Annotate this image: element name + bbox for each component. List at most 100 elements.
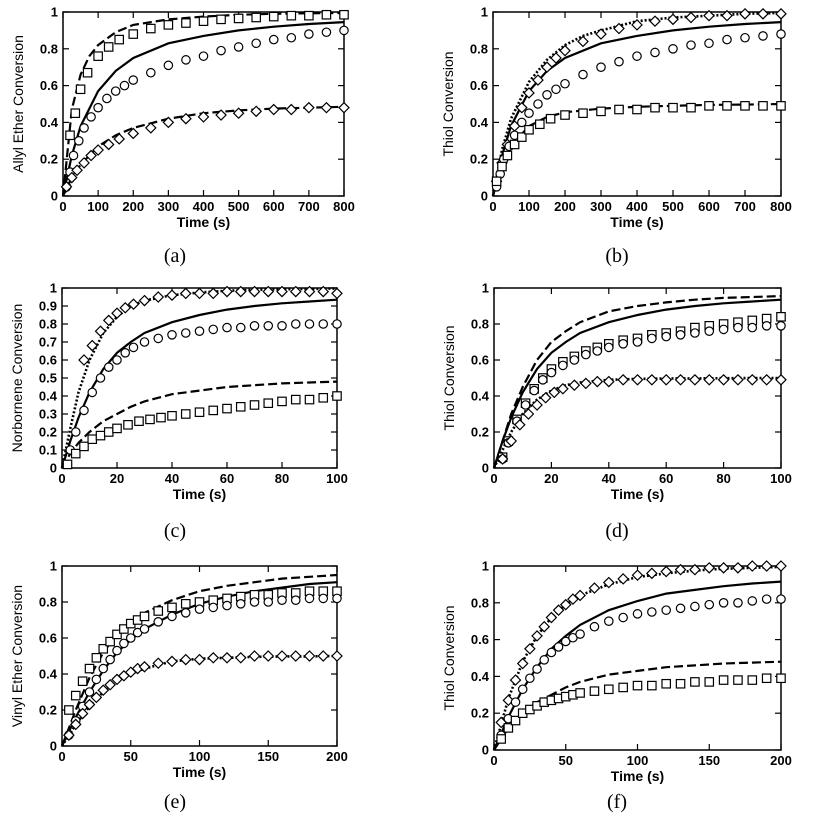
data-point-diamond bbox=[92, 144, 104, 156]
data-point-square bbox=[114, 34, 124, 45]
data-point-diamond bbox=[552, 604, 565, 617]
data-point-circle bbox=[304, 29, 314, 39]
y-tick-label: 0.2 bbox=[470, 152, 488, 167]
data-point-diamond bbox=[732, 561, 744, 574]
data-point-circle bbox=[74, 136, 84, 146]
y-axis-title: Thiol Conversion bbox=[441, 605, 457, 710]
data-point-circle bbox=[575, 629, 585, 639]
data-point-square bbox=[233, 13, 244, 24]
data-point-circle bbox=[632, 337, 643, 347]
data-point-diamond bbox=[285, 103, 298, 116]
data-point-circle bbox=[537, 374, 548, 385]
data-point-diamond bbox=[674, 563, 687, 576]
data-point-circle bbox=[578, 69, 588, 80]
data-point-square bbox=[123, 420, 133, 430]
data-point-circle bbox=[546, 647, 557, 658]
data-point-diamond bbox=[317, 650, 330, 662]
data-point-square bbox=[290, 394, 301, 405]
data-point-square bbox=[180, 409, 191, 419]
data-point-square bbox=[589, 686, 600, 696]
y-tick-label: 0.2 bbox=[39, 703, 57, 718]
x-tick-label: 100 bbox=[627, 753, 649, 768]
x-tick-label: 500 bbox=[662, 199, 684, 214]
y-tick-label: 0.4 bbox=[39, 667, 58, 682]
data-point-circle bbox=[718, 324, 729, 335]
data-point-circle bbox=[510, 697, 521, 707]
data-point-square bbox=[167, 602, 177, 613]
data-point-square bbox=[146, 23, 156, 34]
x-axis-title: Time (s) bbox=[610, 214, 663, 230]
data-point-square bbox=[339, 9, 349, 20]
data-point-circle bbox=[102, 93, 112, 104]
data-point-circle bbox=[553, 642, 564, 652]
y-tick-label: 0.6 bbox=[471, 632, 489, 647]
data-point-diamond bbox=[276, 650, 288, 662]
data-point-diamond bbox=[746, 373, 759, 386]
data-point-diamond bbox=[162, 116, 175, 129]
data-point-circle bbox=[690, 601, 700, 612]
chart-panel-d: 0 20 40 60 80 100 0 0.2 0.4 0.6 0.8 1 Time (s) Thiol … bbox=[441, 281, 792, 543]
data-point-square bbox=[180, 598, 191, 609]
data-point-diamond bbox=[689, 563, 701, 576]
data-point-circle bbox=[596, 62, 606, 72]
x-tick-label: 400 bbox=[626, 199, 648, 214]
data-point-diamond bbox=[660, 373, 673, 386]
data-point-circle bbox=[105, 654, 115, 665]
data-point-diamond bbox=[541, 61, 553, 74]
data-point-diamond bbox=[111, 307, 123, 320]
data-point-circle bbox=[251, 38, 261, 49]
data-point-square bbox=[153, 606, 164, 616]
data-point-square bbox=[70, 448, 81, 459]
data-point-diamond bbox=[524, 642, 536, 655]
y-tick-label: 1 bbox=[482, 559, 489, 574]
data-point-circle bbox=[216, 45, 226, 56]
data-point-diamond bbox=[63, 729, 75, 742]
data-point-diamond bbox=[568, 379, 581, 392]
data-point-square bbox=[87, 434, 98, 444]
data-point-diamond bbox=[338, 101, 350, 114]
data-point-diamond bbox=[703, 9, 715, 22]
data-point-square bbox=[545, 113, 556, 124]
y-tick-label: 0.8 bbox=[39, 317, 57, 332]
data-point-square bbox=[497, 161, 507, 172]
panel-caption: (f) bbox=[607, 791, 627, 813]
data-point-circle bbox=[332, 593, 342, 604]
data-point-square bbox=[704, 677, 715, 687]
data-point-circle bbox=[233, 42, 244, 52]
data-point-diamond bbox=[71, 164, 83, 177]
data-point-square bbox=[534, 119, 545, 130]
x-tick-label: 0 bbox=[490, 753, 497, 768]
data-point-circle bbox=[318, 593, 329, 604]
data-point-square bbox=[304, 394, 315, 405]
data-point-circle bbox=[290, 595, 301, 605]
data-point-diamond bbox=[602, 576, 615, 589]
y-axis-title: Thiol Conversion bbox=[441, 325, 457, 430]
data-point-circle bbox=[661, 331, 671, 342]
data-point-diamond bbox=[215, 109, 227, 121]
data-point-square bbox=[686, 102, 696, 113]
data-point-circle bbox=[722, 34, 732, 45]
data-point-diamond bbox=[660, 565, 673, 578]
x-axis-title: Time (s) bbox=[173, 486, 226, 502]
data-point-diamond bbox=[113, 133, 126, 145]
y-tick-label: 0.2 bbox=[39, 425, 57, 440]
data-point-diamond bbox=[602, 375, 615, 388]
data-point-circle bbox=[277, 320, 287, 331]
data-point-circle bbox=[103, 362, 114, 372]
y-tick-label: 0.4 bbox=[39, 389, 58, 404]
data-point-diamond bbox=[760, 560, 773, 572]
x-tick-label: 150 bbox=[698, 753, 720, 768]
series-line-dashed bbox=[61, 11, 345, 197]
data-point-diamond bbox=[119, 301, 132, 314]
x-tick-label: 100 bbox=[518, 199, 540, 214]
x-axis-title: Time (s) bbox=[611, 486, 664, 502]
data-point-square bbox=[128, 29, 139, 39]
data-point-diamond bbox=[577, 35, 589, 48]
data-point-diamond bbox=[78, 354, 90, 366]
data-point-circle bbox=[95, 373, 106, 383]
data-point-circle bbox=[180, 607, 191, 618]
data-point-circle bbox=[70, 427, 81, 437]
data-point-diamond bbox=[138, 660, 151, 673]
series-line-dashed bbox=[491, 102, 782, 197]
